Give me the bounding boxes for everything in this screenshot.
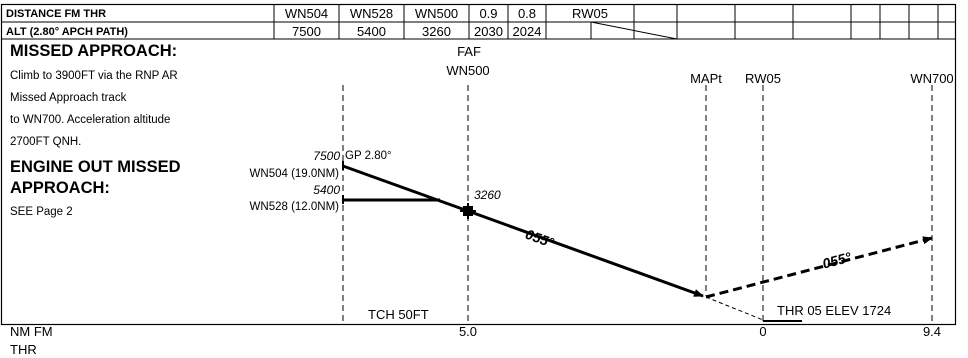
table-diagonal	[590, 21, 678, 40]
chart-frame	[0, 3, 957, 326]
missed-approach-line: 2700FT QNH.	[10, 136, 81, 148]
table-waypoint: WN500	[415, 6, 458, 21]
tch-label: TCH 50FT	[368, 307, 429, 322]
wn700-label: WN700	[910, 71, 953, 86]
glidepath-label: GP 2.80°	[345, 150, 392, 162]
approach-path	[342, 161, 933, 322]
alt-7500-label: 7500	[313, 149, 340, 163]
threshold-elevation-label: THR 05 ELEV 1724	[777, 303, 891, 318]
below-mapt-segment	[705, 296, 764, 321]
missed-approach-line: to WN700. Acceleration altitude	[10, 114, 170, 126]
altitude-row-label: ALT (2.80° APCH PATH)	[6, 26, 128, 38]
missed-approach-line: Missed Approach track	[10, 92, 127, 104]
missed-approach-line: Climb to 3900FT via the RNP AR	[10, 70, 178, 82]
missed-track-label: 055°	[821, 249, 853, 272]
faf-fix-label: WN500	[446, 63, 489, 78]
table-altitude: 2030	[474, 24, 503, 39]
table-waypoint: RW05	[572, 6, 608, 21]
mapt-label: MAPt	[690, 71, 722, 86]
table-waypoint: 0.9	[479, 6, 497, 21]
header-table	[2, 4, 955, 40]
engine-out-text: SEE Page 2	[10, 206, 73, 218]
axis-label: THR	[10, 342, 37, 357]
engine-out-title: ENGINE OUT MISSED	[10, 158, 181, 176]
table-altitude: 2024	[513, 24, 542, 39]
table-waypoint: WN528	[350, 6, 393, 21]
missed-approach-segment	[705, 236, 933, 299]
wn528-distance-label: WN528 (12.0NM)	[250, 201, 340, 213]
alt-5400-label: 5400	[313, 183, 340, 197]
rw05-label: RW05	[745, 71, 781, 86]
table-altitude: 7500	[292, 24, 321, 39]
missed-approach-title: MISSED APPROACH:	[10, 42, 177, 60]
engine-out-title: APPROACH:	[10, 179, 110, 197]
wn504-distance-label: WN504 (19.0NM)	[250, 168, 340, 180]
axis-tick-label: 5.0	[459, 324, 477, 339]
glidepath-segment	[342, 164, 469, 213]
final-track-label: 055°	[523, 226, 556, 251]
table-altitude: 5400	[357, 24, 386, 39]
axis-label: NM FM	[10, 324, 53, 339]
final-approach-segment	[467, 209, 704, 298]
axis-tick-label: 9.4	[923, 324, 941, 339]
table-waypoint: 0.8	[518, 6, 536, 21]
faf-cross-icon	[460, 203, 476, 219]
alt-3260-label: 3260	[474, 188, 501, 202]
fix-lines	[342, 85, 933, 324]
axis-tick-label: 0	[759, 324, 766, 339]
faf-label: FAF	[457, 44, 481, 59]
distance-row-label: DISTANCE FM THR	[6, 8, 106, 20]
table-altitude: 3260	[422, 24, 451, 39]
table-waypoint: WN504	[285, 6, 328, 21]
